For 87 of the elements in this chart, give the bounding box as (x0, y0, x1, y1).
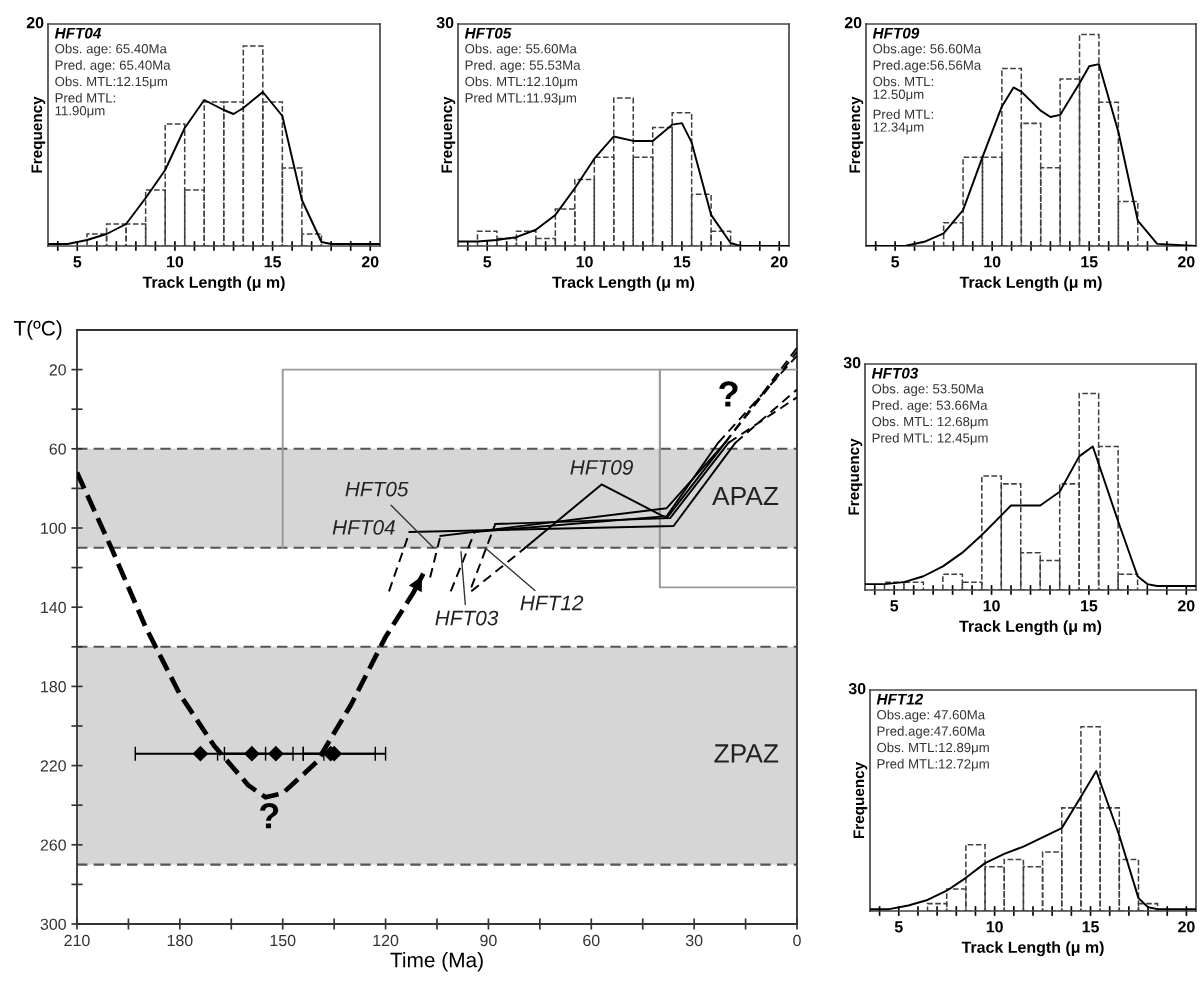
x-tick-label: 10 (576, 256, 593, 268)
x-tick-label: 5 (894, 921, 903, 933)
annotation: Pred.age:47.60Ma (877, 726, 986, 739)
annotation: Pred MTL: 11.90μm (55, 92, 116, 118)
text: 20 (844, 16, 862, 29)
text: Pred. age: 55.53Ma (465, 60, 581, 73)
annotation: Obs. MTL: 12.68μm (872, 416, 988, 429)
annotation: Obs. age: 65.40Ma (55, 43, 167, 57)
annotation: HFT05 (345, 481, 409, 497)
annotation: Pred.age:56.56Ma (873, 60, 982, 73)
text: Obs. MTL:12.10μm (465, 76, 577, 89)
annotation: HFT03 (435, 610, 499, 626)
y-tick-label: 260 (40, 839, 66, 851)
y-tick-label: 60 (49, 443, 66, 455)
x-tick-label: 10 (167, 256, 184, 268)
annotation: Obs. MTL:12.89μm (877, 742, 989, 755)
x-tick-label: 150 (270, 934, 296, 947)
x-tick-label: 15 (1082, 921, 1099, 933)
x-tick-label: 10 (986, 921, 1003, 933)
x-tick-label: 15 (264, 256, 282, 268)
annotation: Pred MTL:12.72μm (877, 758, 989, 771)
x-tick-label: 15 (1081, 600, 1098, 612)
x-tick-label: 5 (891, 256, 900, 268)
x-tick-label: 90 (480, 934, 497, 947)
annotation: Pred MTL:11.93μm (465, 92, 576, 105)
x-tick-label: 20 (770, 256, 788, 268)
text: 30 (436, 16, 454, 29)
band-label: APAZ (712, 486, 779, 506)
x-tick-label: 5 (483, 256, 492, 268)
x-tick-label: 120 (373, 934, 399, 947)
x-tick-label: 20 (1178, 921, 1195, 933)
text: Obs. age: 55.60Ma (465, 43, 577, 57)
annotation: ? (259, 802, 279, 829)
text: 20 (26, 16, 44, 29)
x-tick-label: 210 (64, 934, 90, 947)
x-axis-title: Track Length (μ m) (961, 941, 1104, 957)
x-axis-title: Track Length (μ m) (142, 276, 285, 292)
annotation: Obs. MTL:12.15μm (55, 76, 167, 89)
x-tick-label: 10 (983, 600, 1000, 612)
x-tick-label: 15 (1081, 256, 1098, 268)
annotation: Pred. age: 53.66Ma (872, 400, 988, 413)
annotation: HFT12 (520, 595, 584, 611)
annotation: Pred MTL: 12.45μm (872, 432, 988, 446)
text: Obs.age: 47.60Ma (877, 709, 986, 722)
x-tick-label: 10 (984, 256, 1001, 268)
y-tick-label: 300 (40, 918, 66, 930)
x-tick-label: 20 (361, 256, 379, 268)
x-tick-label: 15 (674, 256, 691, 268)
x-tick-label: 60 (583, 934, 600, 947)
text: 30 (843, 356, 861, 369)
annotation: HFT09 (570, 460, 633, 475)
x-tick-label: 20 (1177, 256, 1195, 268)
annotation: Obs. MTL: 12.50μm (873, 76, 933, 102)
y-axis-title: T(ºC) (13, 320, 62, 340)
annotation: Pred. age: 65.40Ma (55, 60, 171, 73)
chart-title: HFT12 (876, 693, 924, 705)
chart-title: HFT09 (872, 27, 920, 39)
y-axis-title: Frequency (853, 761, 868, 839)
y-tick-label: 180 (41, 681, 66, 693)
x-axis-title: Track Length (μ m) (959, 620, 1102, 636)
annotation: HFT04 (332, 520, 395, 535)
y-axis-title: Frequency (849, 96, 864, 173)
annotation: Pred MTL: 12.34μm (873, 109, 933, 135)
y-tick-label: 20 (49, 364, 66, 376)
annotation: ? (719, 381, 738, 407)
band-label: ZPAZ (714, 744, 779, 763)
y-axis-title: Frequency (848, 438, 863, 515)
y-tick-label: 100 (41, 522, 66, 534)
x-axis-title: Time (Ma) (390, 952, 483, 972)
annotation: Obs.age: 56.60Ma (873, 43, 982, 57)
chart-title: HFT03 (871, 367, 919, 379)
y-axis-title: Frequency (441, 96, 456, 173)
annotation: Obs. age: 53.50Ma (872, 383, 984, 397)
chart-title: HFT05 (464, 27, 512, 39)
x-tick-label: 180 (167, 934, 193, 947)
x-tick-label: 5 (890, 600, 899, 612)
y-axis-title: Frequency (31, 96, 46, 173)
x-tick-label: 30 (685, 934, 703, 947)
x-tick-label: 20 (1177, 600, 1195, 612)
x-axis-title: Track Length (μ m) (959, 276, 1102, 292)
chart-title: HFT04 (54, 27, 102, 39)
x-tick-label: 0 (793, 934, 801, 947)
y-tick-label: 220 (40, 760, 66, 772)
y-tick-label: 140 (41, 601, 66, 614)
x-tick-label: 5 (73, 256, 82, 268)
x-axis-title: Track Length (μ m) (552, 276, 695, 292)
text: 30 (848, 682, 866, 695)
